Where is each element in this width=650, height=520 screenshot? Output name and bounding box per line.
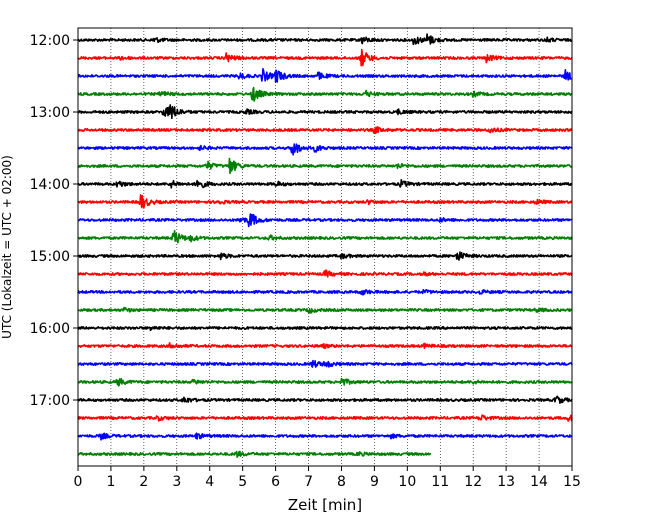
x-tick-label-10: 10 bbox=[398, 474, 416, 490]
y-tick-label-1400: 14:00 bbox=[30, 177, 70, 193]
trace-1300 bbox=[77, 104, 573, 120]
trace-1245 bbox=[77, 86, 573, 102]
x-tick-label-4: 4 bbox=[205, 474, 214, 490]
trace-1730 bbox=[77, 432, 573, 441]
x-axis-ticks: 0 1 2 3 4 5 6 7 8 9 10 11 12 13 14 15 bbox=[74, 466, 581, 490]
trace-1215 bbox=[77, 48, 573, 67]
trace-1430 bbox=[77, 213, 573, 228]
trace-1330 bbox=[77, 143, 573, 156]
trace-1630 bbox=[77, 359, 573, 368]
x-tick-label-7: 7 bbox=[304, 474, 313, 490]
x-tick-label-14: 14 bbox=[530, 474, 548, 490]
trace-1545 bbox=[77, 306, 573, 314]
trace-1615 bbox=[77, 342, 573, 350]
y-tick-label-1500: 15:00 bbox=[30, 249, 70, 265]
trace-1415 bbox=[77, 194, 573, 209]
y-tick-label-1300: 13:00 bbox=[30, 105, 70, 121]
x-tick-label-12: 12 bbox=[464, 474, 482, 490]
x-tick-label-5: 5 bbox=[238, 474, 247, 490]
x-tick-label-9: 9 bbox=[370, 474, 379, 490]
x-tick-label-6: 6 bbox=[271, 474, 280, 490]
trace-1700 bbox=[77, 395, 573, 404]
x-tick-label-15: 15 bbox=[563, 474, 581, 490]
x-tick-label-8: 8 bbox=[337, 474, 346, 490]
x-tick-label-11: 11 bbox=[431, 474, 449, 490]
x-tick-label-2: 2 bbox=[139, 474, 148, 490]
trace-1515 bbox=[77, 269, 573, 278]
trace-1345 bbox=[77, 157, 573, 175]
trace-1745 bbox=[77, 450, 432, 458]
trace-1445 bbox=[77, 230, 573, 244]
trace-1715 bbox=[77, 414, 573, 422]
y-axis-ticks: 12:00 13:00 14:00 15:00 16:00 17:00 bbox=[30, 33, 78, 409]
seismic-traces bbox=[77, 33, 573, 458]
trace-1315 bbox=[77, 126, 573, 135]
trace-1230 bbox=[77, 68, 573, 83]
x-tick-label-13: 13 bbox=[497, 474, 515, 490]
trace-1530 bbox=[77, 288, 573, 296]
x-tick-label-0: 0 bbox=[74, 474, 83, 490]
plot-frame bbox=[77, 27, 573, 467]
trace-1200 bbox=[77, 33, 573, 46]
trace-1600 bbox=[77, 325, 573, 332]
x-tick-label-3: 3 bbox=[172, 474, 181, 490]
y-axis-label: UTC (Lokalzeit = UTC + 02:00) bbox=[0, 155, 14, 339]
y-tick-label-1700: 17:00 bbox=[30, 393, 70, 409]
x-axis-label: Zeit [min] bbox=[288, 496, 362, 514]
y-tick-label-1600: 16:00 bbox=[30, 321, 70, 337]
grid-lines bbox=[110, 28, 540, 466]
trace-1645 bbox=[77, 377, 573, 387]
trace-1500 bbox=[77, 251, 573, 261]
y-tick-label-1200: 12:00 bbox=[30, 33, 70, 49]
trace-1400 bbox=[77, 179, 573, 189]
x-tick-label-1: 1 bbox=[106, 474, 115, 490]
